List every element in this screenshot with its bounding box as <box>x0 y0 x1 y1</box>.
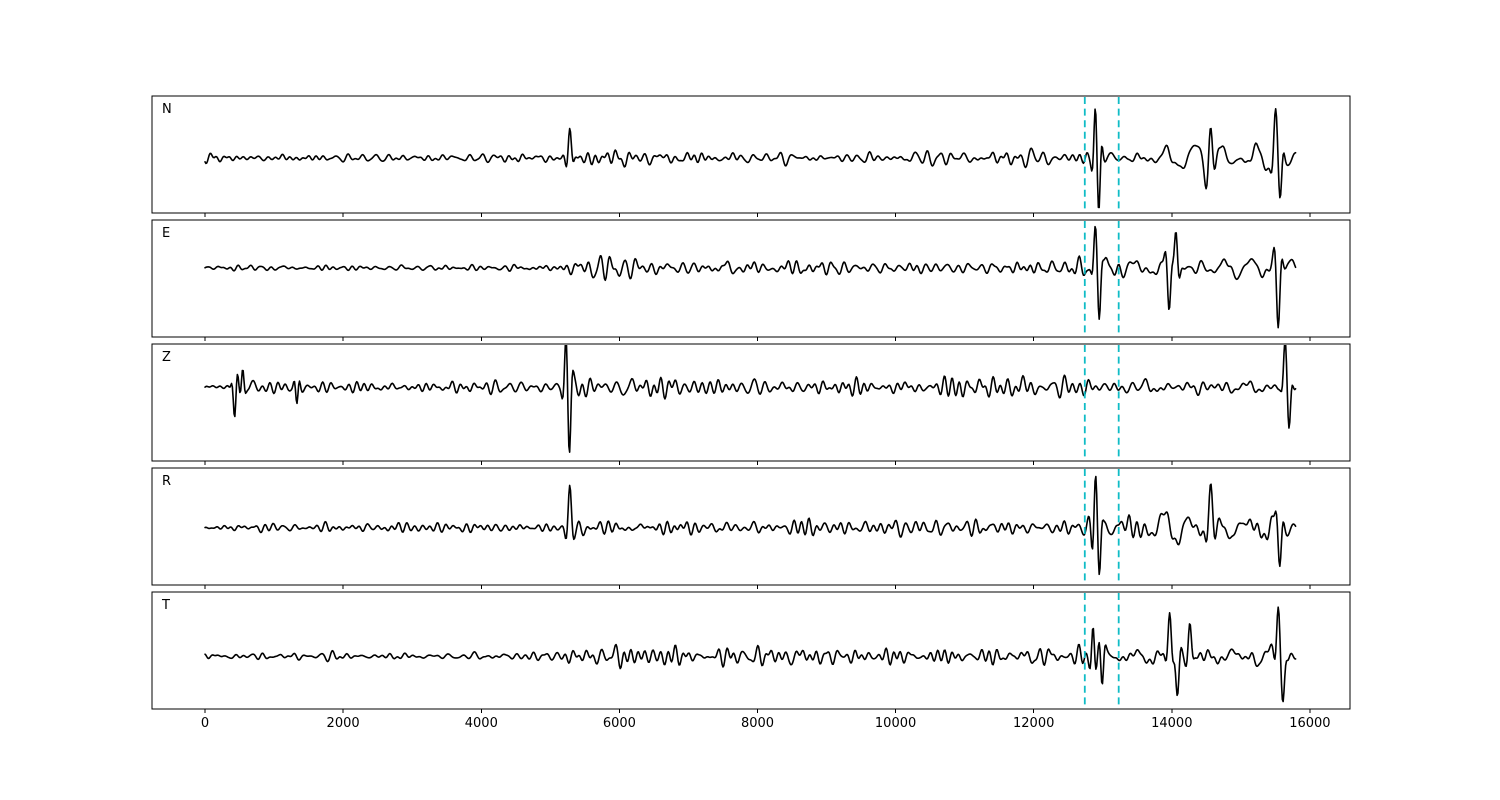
panel-label-z: Z <box>162 350 171 365</box>
x-tick-label: 14000 <box>1151 716 1192 731</box>
x-tick-label: 2000 <box>327 716 360 731</box>
panel-frame-r <box>151 467 1351 586</box>
waveform-trace-n <box>204 107 1297 209</box>
waveform-trace-r <box>204 475 1297 576</box>
panel-frame-t <box>151 591 1351 710</box>
panel-frame-z <box>151 343 1351 462</box>
waveform-trace-z <box>204 345 1297 453</box>
panel-label-r: R <box>162 474 171 489</box>
waveform-trace-e <box>204 225 1297 329</box>
x-tick-label: 6000 <box>603 716 636 731</box>
x-tick-label: 4000 <box>465 716 498 731</box>
x-tick-label: 12000 <box>1013 716 1054 731</box>
x-tick-label: 0 <box>201 716 209 731</box>
panel-label-t: T <box>161 598 170 613</box>
panel-label-e: E <box>162 226 170 241</box>
panel-label-n: N <box>162 102 172 117</box>
x-tick-label: 10000 <box>875 716 916 731</box>
panel-frame-n <box>151 95 1351 214</box>
x-tick-label: 8000 <box>741 716 774 731</box>
x-tick-label: 16000 <box>1289 716 1330 731</box>
waveform-trace-t <box>204 606 1297 703</box>
panel-frame-e <box>151 219 1351 338</box>
